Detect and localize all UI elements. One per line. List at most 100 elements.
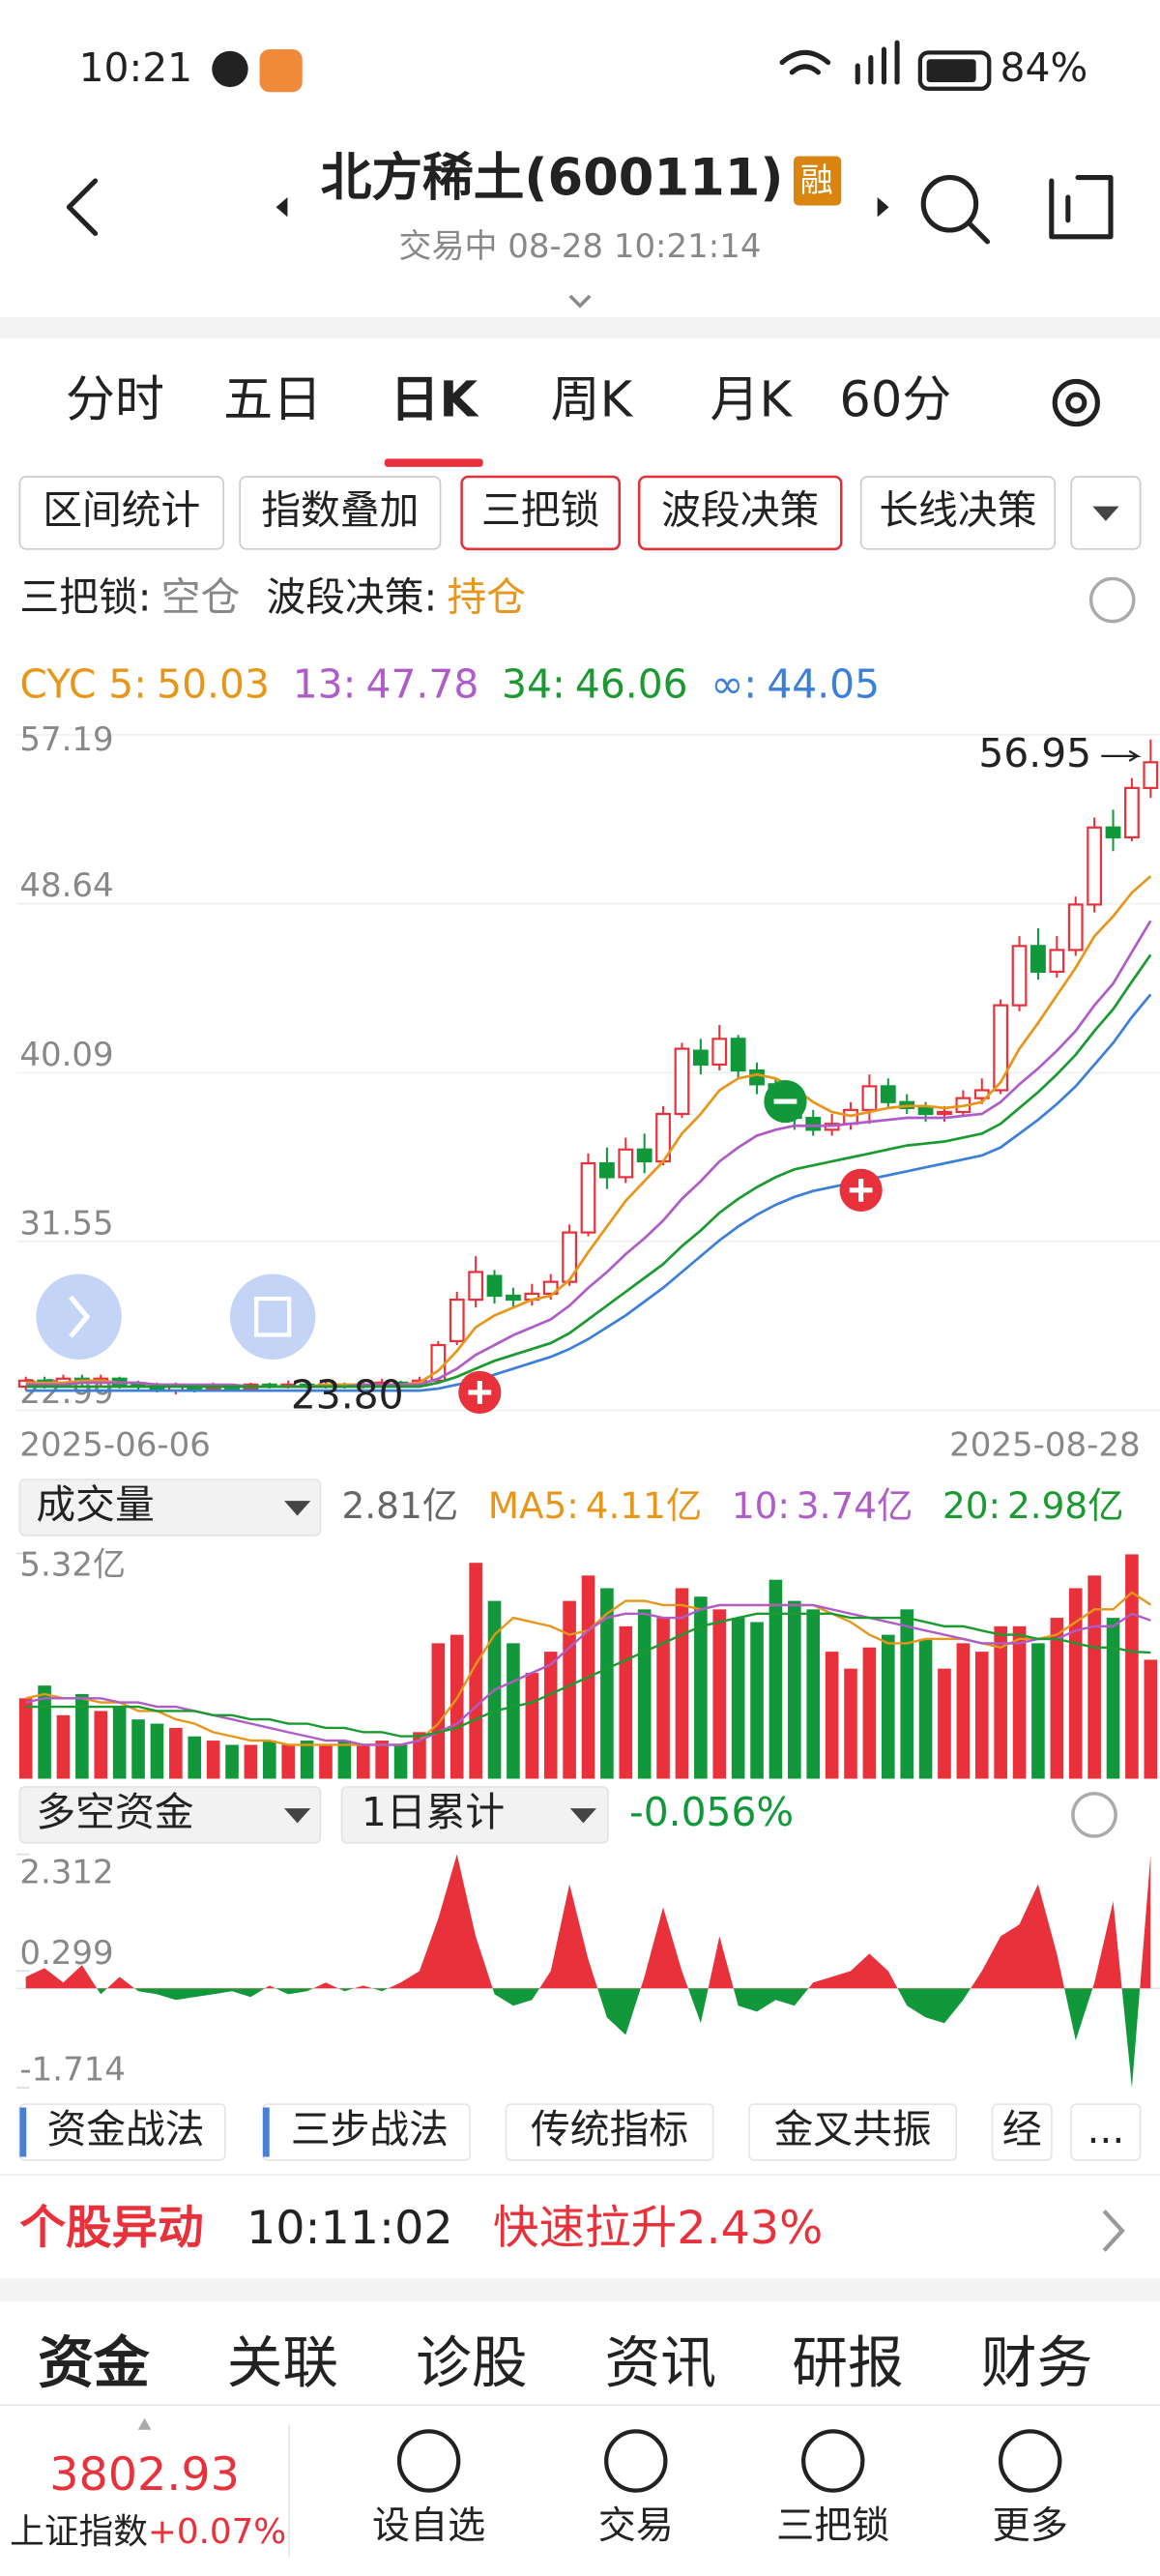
dropdown[interactable]	[18, 1478, 322, 1537]
prev-stock[interactable]	[276, 197, 288, 218]
search-handle	[967, 220, 991, 245]
tool-label: 指数叠加	[261, 486, 419, 533]
volume-bar	[131, 1719, 145, 1779]
dropdown[interactable]	[18, 1786, 322, 1844]
nav-label[interactable]: 三把锁	[776, 2504, 889, 2548]
period-tab[interactable]: 月K	[710, 372, 794, 429]
volume-bar	[974, 1652, 989, 1779]
float-arrow	[69, 1295, 91, 1338]
volume-bar	[300, 1741, 314, 1779]
tool-button[interactable]	[239, 476, 442, 550]
section-tab[interactable]: 资讯	[605, 2330, 717, 2396]
tab-accent	[19, 2107, 27, 2157]
volume-bar	[75, 1693, 89, 1779]
candle-body	[993, 1004, 1009, 1092]
volume-bar	[1031, 1643, 1045, 1779]
float-button[interactable]	[229, 1273, 316, 1360]
help-icon[interactable]	[1071, 1792, 1117, 1838]
candle-body	[937, 1110, 952, 1116]
signal-label: 波段决策:	[266, 574, 437, 621]
period-tab[interactable]: 分时	[66, 372, 164, 429]
settings-button[interactable]	[1052, 378, 1100, 427]
flow-chart: 2.312 0.299 -1.714	[15, 1854, 1160, 2090]
nav-label[interactable]: 设自选	[372, 2504, 485, 2548]
volume-bar	[956, 1643, 971, 1779]
volume-bar	[881, 1634, 895, 1779]
signal-label: 三把锁:	[19, 574, 151, 621]
candle-body	[692, 1049, 709, 1067]
line	[25, 953, 1152, 1389]
candle-body	[598, 1161, 615, 1179]
candle-body	[636, 1148, 652, 1163]
indicator-label: 经	[1002, 2106, 1042, 2152]
volume-bar	[1125, 1554, 1139, 1779]
y-tick-label: -1.714	[19, 2051, 126, 2090]
period-tab[interactable]: 五日	[223, 372, 322, 429]
period-tab[interactable]: 周K	[551, 372, 634, 429]
tool-button[interactable]	[859, 476, 1057, 550]
indicator-tab[interactable]	[991, 2103, 1053, 2161]
candle-body	[1105, 826, 1121, 839]
section-tab[interactable]: 财务	[981, 2330, 1093, 2396]
candle-body	[674, 1047, 690, 1116]
indicator-tab[interactable]	[505, 2103, 714, 2161]
tool-button[interactable]	[460, 475, 622, 551]
dropdown-arrow	[284, 1501, 311, 1516]
volume-bar	[469, 1563, 482, 1779]
section-tab[interactable]: 资金	[38, 2330, 150, 2396]
dropdown-arrow	[569, 1808, 596, 1824]
y-tick-label: 2.312	[19, 1854, 113, 1892]
section-tab[interactable]: 诊股	[416, 2330, 528, 2396]
alert-time: 10:11:02	[246, 2202, 453, 2255]
legend-value: 44.05	[767, 661, 880, 708]
volume-bar	[150, 1723, 164, 1779]
tool-label: 波段决策	[661, 486, 819, 533]
period-tab[interactable]: 60分	[839, 372, 951, 429]
alert-more[interactable]	[1102, 2210, 1125, 2252]
volume-bar	[263, 1741, 276, 1779]
next-stock[interactable]	[877, 197, 889, 218]
alert-text: 快速拉升2.43%	[493, 2202, 823, 2255]
battery-level	[926, 59, 976, 83]
legend-value: 2.98亿	[1007, 1483, 1124, 1526]
indicator-label: 资金战法	[46, 2106, 204, 2152]
indicator-tab[interactable]	[1070, 2103, 1142, 2161]
help-icon[interactable]	[1088, 576, 1136, 624]
dropdown[interactable]	[340, 1786, 609, 1844]
volume-bar	[1144, 1659, 1158, 1779]
tool-button[interactable]	[637, 475, 843, 551]
share-button[interactable]	[1049, 175, 1114, 240]
tool-label: 区间统计	[43, 486, 200, 533]
flow-title: 多空资金	[36, 1789, 193, 1835]
search-button[interactable]	[920, 175, 979, 233]
indicator-tab[interactable]	[748, 2103, 958, 2161]
expand[interactable]	[568, 294, 592, 308]
volume-bar	[507, 1643, 520, 1779]
nav-label[interactable]: 更多	[993, 2504, 1068, 2548]
flow-area	[25, 1854, 1151, 2089]
legend-value: 4.11亿	[586, 1483, 703, 1526]
tool-button[interactable]	[18, 476, 225, 550]
volume-bar	[656, 1618, 670, 1779]
legend-name: 10:	[732, 1483, 790, 1526]
back-button[interactable]	[66, 178, 99, 236]
candle-body	[468, 1271, 484, 1302]
nav-label[interactable]: 交易	[598, 2504, 674, 2548]
volume-bar	[450, 1634, 464, 1779]
candle-body	[805, 1116, 822, 1131]
divider	[0, 2278, 1160, 2302]
section-tab[interactable]: 关联	[227, 2330, 339, 2396]
legend-name: 20:	[942, 1483, 1000, 1526]
volume-bar	[900, 1609, 914, 1779]
y-tick-label: 57.19	[19, 720, 113, 759]
section-tab[interactable]: 研报	[792, 2330, 904, 2396]
volume-bar	[56, 1714, 71, 1779]
candle-body	[618, 1148, 634, 1179]
buy-marker	[839, 1168, 883, 1212]
period-tab[interactable]: 日K	[390, 372, 479, 429]
legend-name: ∞:	[710, 661, 757, 708]
legend-name: CYC 5:	[19, 661, 147, 708]
volume-bar	[994, 1625, 1007, 1779]
float-button[interactable]	[36, 1273, 122, 1360]
